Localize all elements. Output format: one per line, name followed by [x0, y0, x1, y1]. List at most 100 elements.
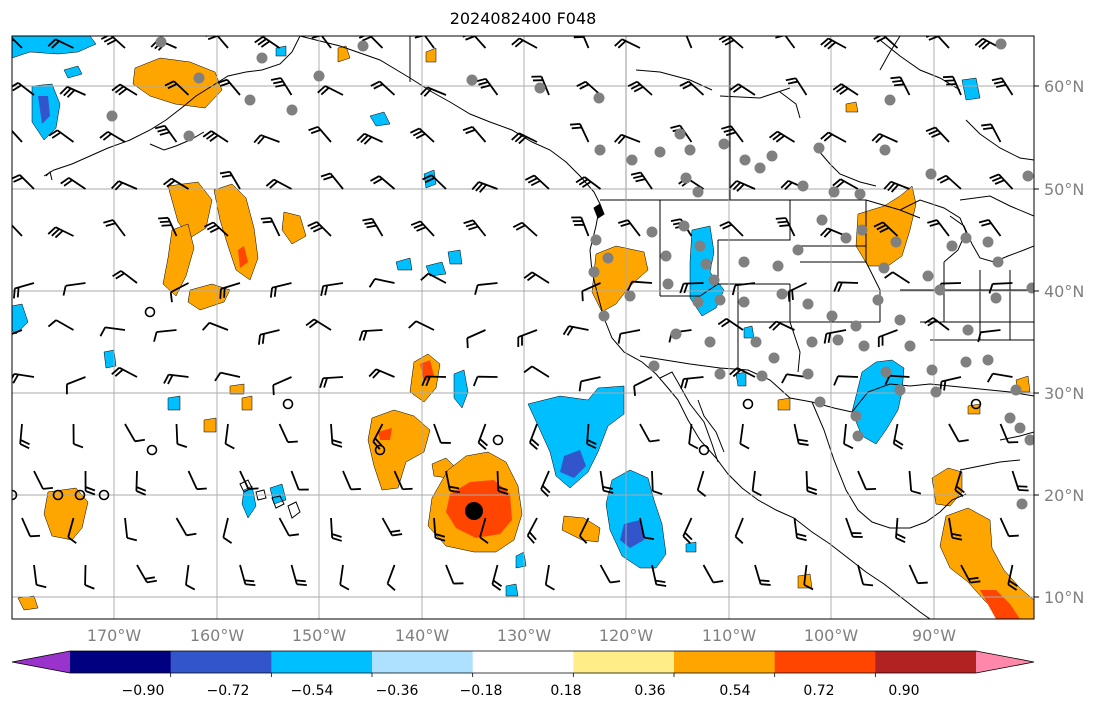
wind-barb — [13, 282, 35, 299]
wind-barb — [517, 329, 538, 348]
station-dot — [797, 180, 809, 192]
wind-barb — [420, 86, 447, 97]
wind-barb — [260, 217, 281, 237]
colorbar-extend-high — [976, 651, 1034, 673]
wind-barb — [908, 470, 922, 495]
station-dot — [680, 172, 692, 184]
colorbar-segment — [70, 651, 172, 673]
wind-barb — [529, 423, 540, 451]
wind-barb — [408, 320, 435, 331]
wind-barb — [685, 36, 693, 49]
station-dot — [802, 368, 814, 380]
station-dot — [768, 352, 780, 364]
wind-barb — [1007, 564, 1018, 591]
storm-center-marker — [465, 502, 483, 520]
wind-barb — [12, 224, 23, 237]
wind-barb — [754, 564, 771, 586]
station-dot — [832, 334, 844, 346]
wind-barb — [627, 280, 653, 292]
positive-anomaly-regions — [17, 45, 1034, 619]
wind-barb — [370, 80, 396, 96]
wind-barb — [99, 130, 126, 143]
station-dot — [879, 144, 891, 156]
wind-barb — [942, 75, 962, 96]
wind-barb — [224, 423, 235, 450]
wind-barb — [112, 270, 138, 284]
wind-barb — [422, 174, 447, 190]
wind-barb — [330, 517, 343, 542]
station-dot — [850, 320, 862, 332]
station-dot — [738, 296, 750, 308]
wind-barb — [884, 374, 910, 386]
wind-barb — [679, 80, 705, 96]
wind-barb — [873, 221, 899, 237]
wind-barb — [393, 470, 413, 491]
wind-barb — [890, 76, 911, 96]
station-dot — [155, 36, 167, 48]
wind-barb — [47, 38, 74, 49]
wind-barb — [420, 272, 447, 284]
station-dot — [646, 226, 658, 238]
station-dot — [590, 234, 602, 246]
wind-barb — [185, 564, 196, 591]
wind-barb — [679, 282, 704, 294]
wind-barb — [272, 376, 292, 396]
wind-barb — [883, 180, 910, 193]
station-dot — [926, 364, 938, 376]
wind-barb — [981, 123, 1002, 143]
station-dot — [624, 290, 636, 302]
colorbar-outline — [11, 650, 1035, 674]
wind-barb — [991, 77, 1014, 96]
colorbar-label-036: 0.36 — [634, 683, 666, 699]
colorbar-label-neg090: −0.90 — [121, 683, 165, 699]
wind-barb — [803, 564, 814, 591]
wind-barb — [627, 80, 653, 96]
wind-barb — [257, 329, 280, 345]
wind-barb — [477, 423, 489, 451]
station-dot — [654, 146, 666, 158]
wind-barb — [578, 517, 590, 544]
colorbar-segment — [372, 651, 474, 673]
wind-barb — [999, 517, 1019, 538]
lat-label-30n: 30°N — [1044, 384, 1085, 403]
wind-barb — [386, 564, 396, 592]
station-dot — [1022, 170, 1034, 182]
wind-barb — [614, 38, 641, 49]
station-dot — [648, 360, 660, 372]
wind-barb — [948, 517, 963, 541]
wind-barb — [269, 282, 292, 298]
wind-barb — [307, 221, 332, 237]
wind-barb — [526, 517, 538, 544]
station-dot — [816, 214, 828, 226]
station-dot — [466, 74, 478, 86]
wind-barb — [462, 125, 487, 143]
colorbar-segment — [774, 651, 876, 673]
wind-barb — [111, 180, 138, 191]
wind-barb — [977, 329, 1001, 343]
wind-barb — [162, 177, 189, 190]
wind-barb — [986, 372, 1013, 383]
wind-barb — [571, 216, 590, 237]
wind-barb — [239, 564, 256, 587]
wind-barb — [523, 365, 550, 378]
station-dot — [718, 138, 730, 150]
wind-barb — [925, 36, 950, 49]
wind-barb — [239, 470, 259, 491]
colorbar-label-018: 0.18 — [550, 683, 582, 699]
wind-barb — [512, 221, 538, 237]
station-dot — [840, 232, 852, 244]
wind-barb — [445, 564, 464, 585]
wind-barb — [175, 517, 197, 537]
wind-barb — [12, 329, 23, 335]
colorbar-segment — [271, 651, 373, 673]
wind-barb — [939, 376, 962, 392]
wind-barb — [319, 376, 344, 389]
wind-barb — [531, 75, 550, 96]
station-dot — [1010, 384, 1022, 396]
wind-barb — [33, 470, 53, 490]
station-dot — [708, 274, 720, 286]
lon-label-120w: 120°W — [598, 626, 654, 645]
wind-barb — [739, 423, 750, 450]
station-dot — [826, 310, 838, 322]
wind-barb — [895, 517, 906, 544]
